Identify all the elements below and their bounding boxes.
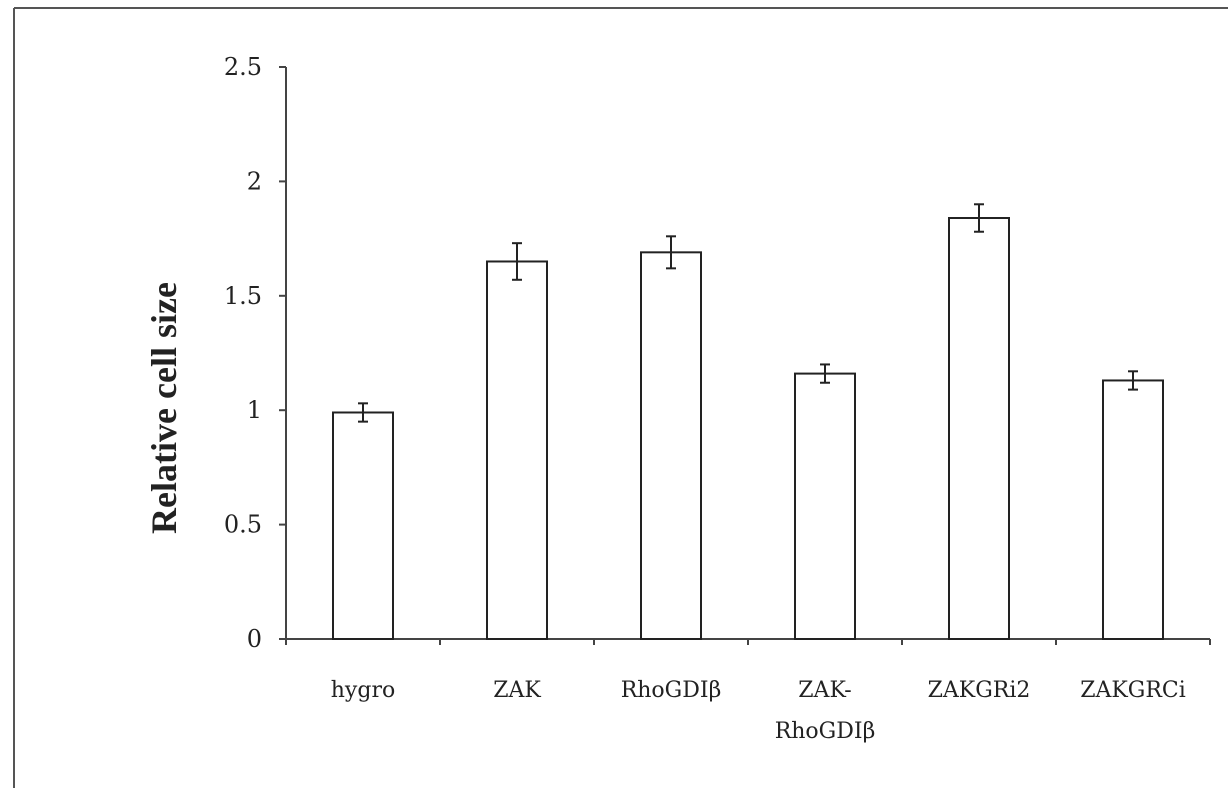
y-tick-label: 0.5: [224, 511, 262, 539]
category-label: RhoGDIβ: [621, 678, 722, 703]
error-bar: [666, 235, 676, 270]
category-label: ZAKGRCi: [1080, 678, 1186, 703]
error-bar: [820, 363, 830, 384]
y-tick-label: 2: [247, 167, 262, 195]
bar: [794, 372, 856, 640]
y-axis-label: Relative cell size: [144, 282, 184, 534]
bars: [332, 217, 1164, 640]
y-tick-label: 0: [247, 625, 262, 653]
y-tick-label: 2.5: [224, 53, 262, 81]
category-label: ZAK-: [798, 678, 851, 703]
error-bar: [1128, 370, 1138, 391]
bar: [948, 217, 1010, 640]
y-tick-labels: 0 0.5 1 1.5 2 2.5: [224, 53, 262, 653]
error-bar: [358, 402, 368, 423]
bar: [640, 251, 702, 640]
y-tick-label: 1.5: [224, 282, 262, 310]
error-bar: [512, 242, 522, 281]
bar: [1102, 379, 1164, 640]
error-bar: [974, 203, 984, 233]
bar: [486, 260, 548, 640]
category-labels: hygro ZAK RhoGDIβ ZAK- RhoGDIβ ZAKGRi2 ZAKGRCi: [331, 678, 1186, 744]
category-label: hygro: [331, 678, 395, 703]
bar: [332, 411, 394, 640]
category-label-line2: RhoGDIβ: [775, 719, 876, 744]
category-label: ZAKGRi2: [928, 678, 1031, 703]
category-label: ZAK: [493, 678, 541, 703]
y-tick-label: 1: [247, 396, 262, 424]
error-bars: [358, 203, 1138, 423]
axes: [279, 66, 1211, 645]
